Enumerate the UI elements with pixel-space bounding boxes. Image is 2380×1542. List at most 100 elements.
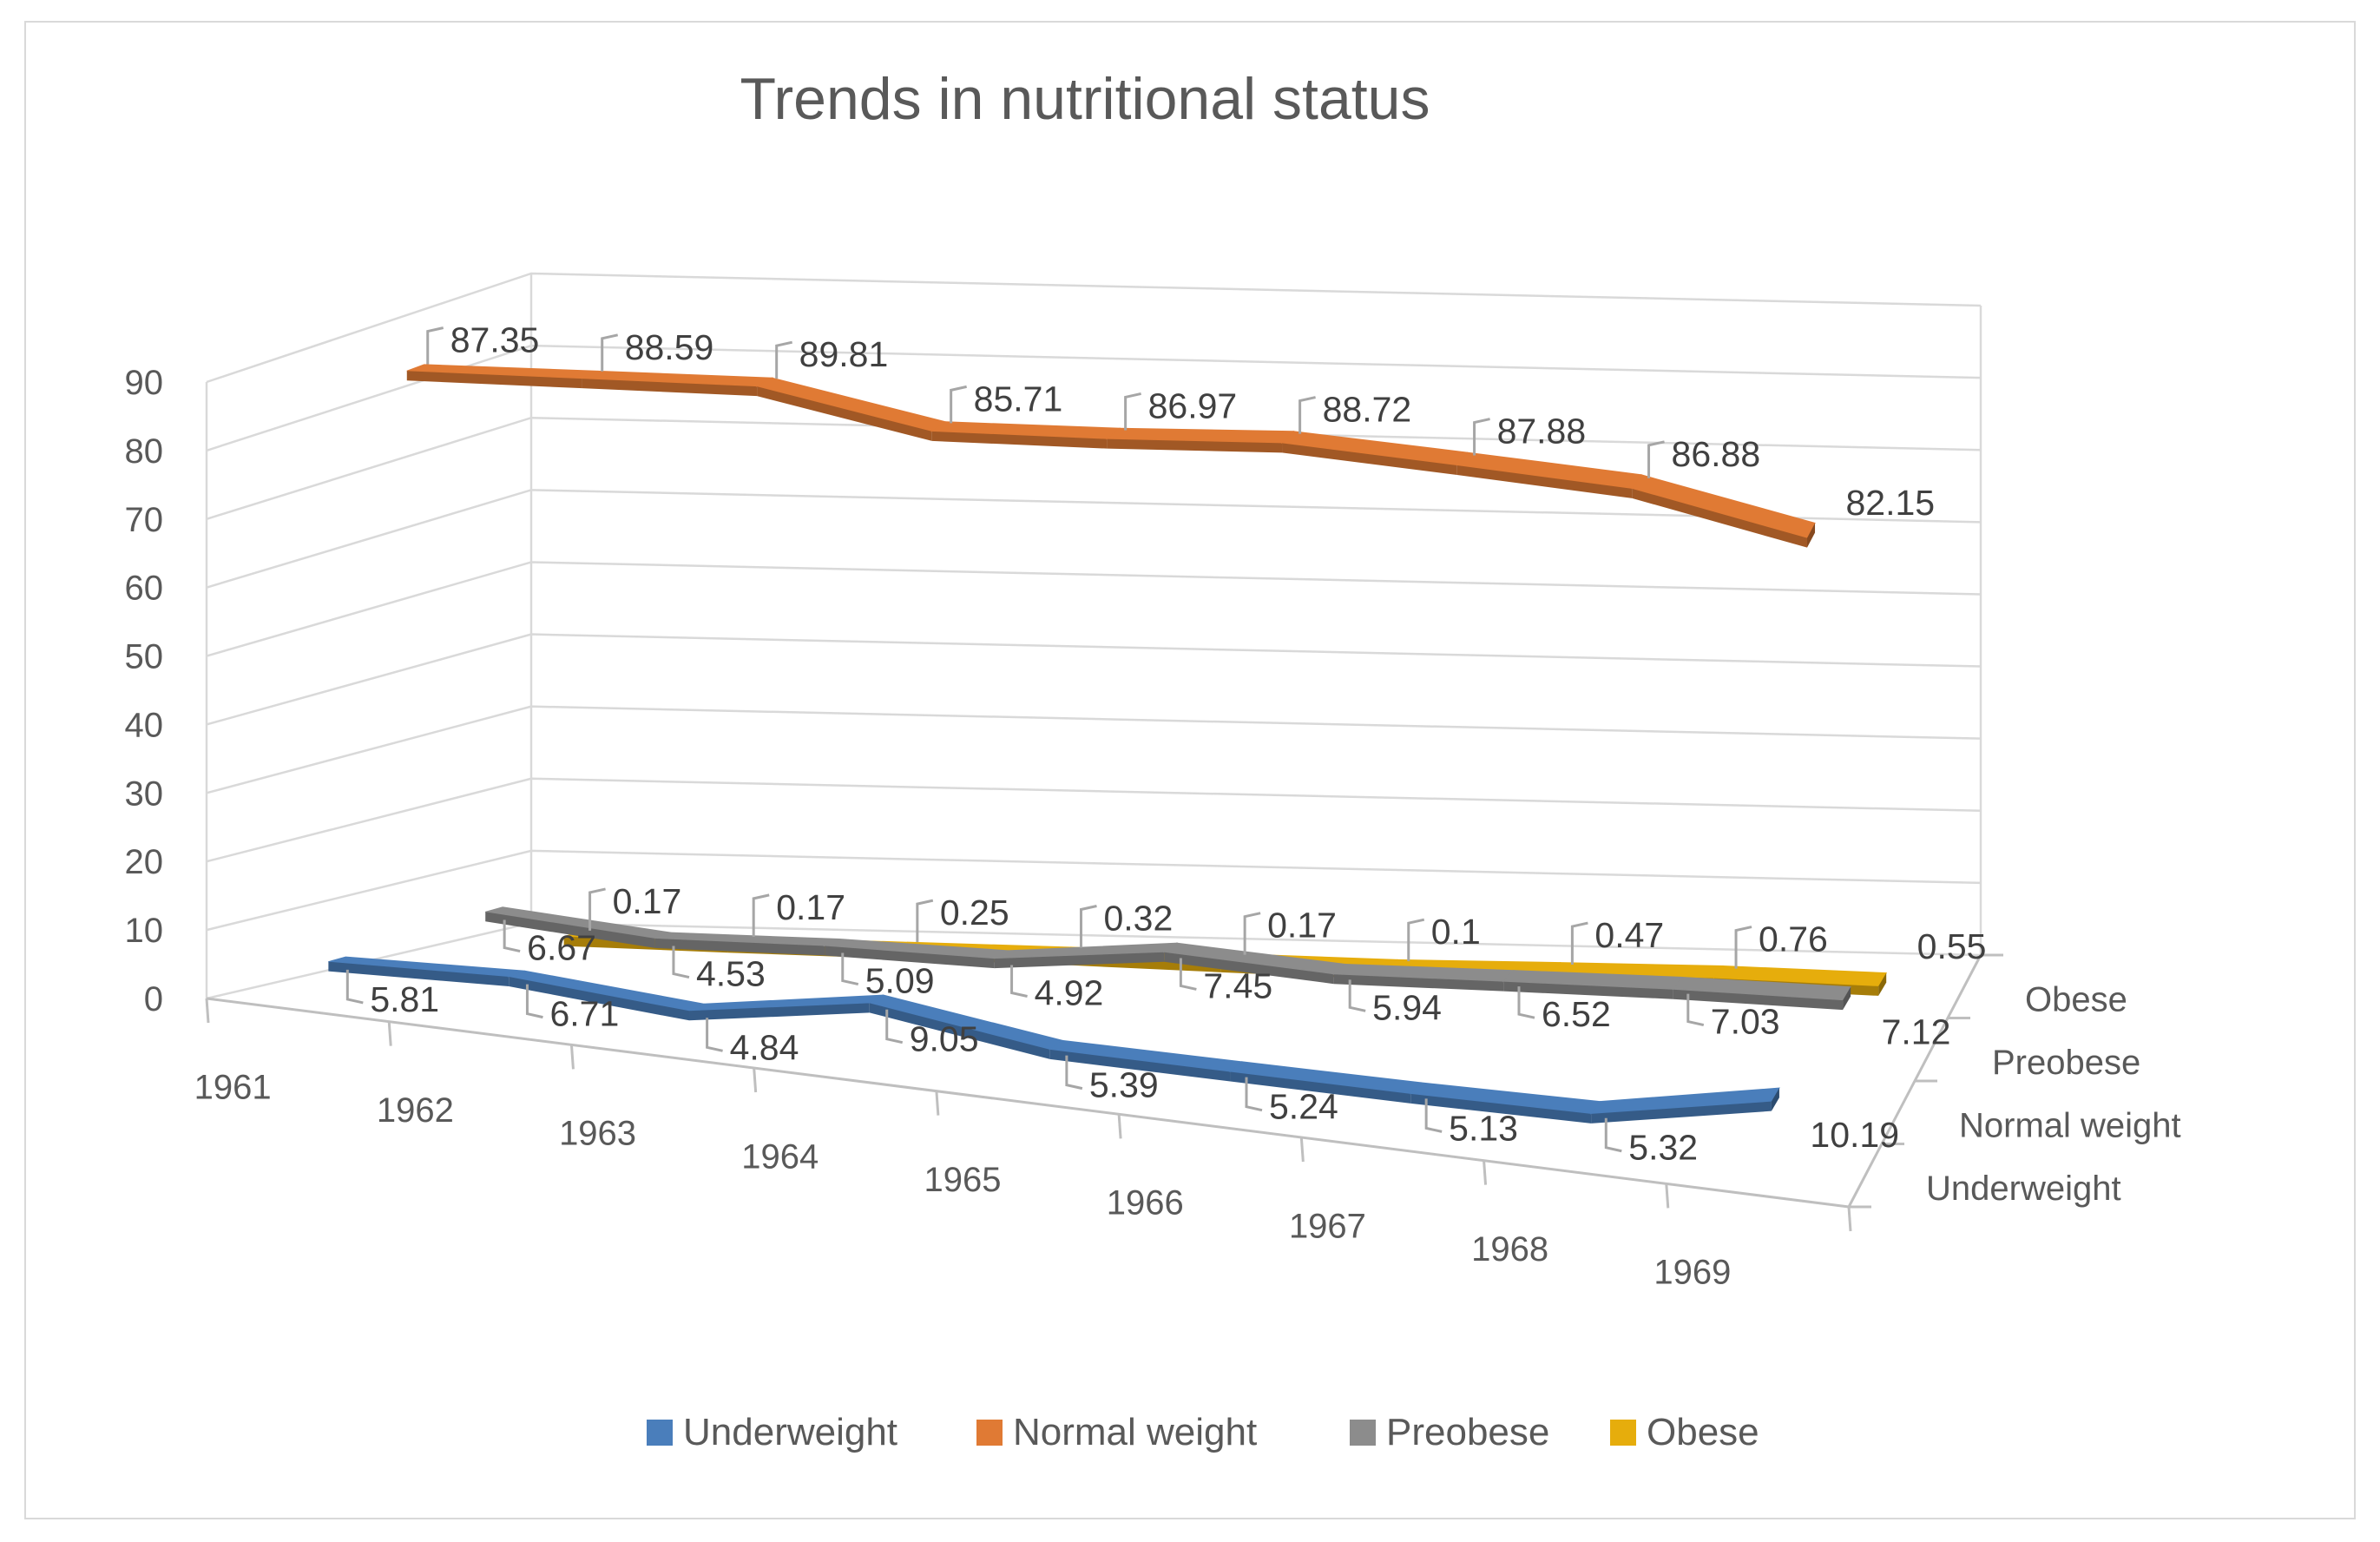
series-segment-edge xyxy=(1049,1049,1231,1082)
series-preobese xyxy=(485,906,1851,1011)
series-underweight xyxy=(328,956,1780,1124)
series-segment-edge xyxy=(689,1003,870,1021)
data-label-leader xyxy=(1179,958,1197,991)
data-label-leader xyxy=(1734,926,1752,969)
data-label-leader xyxy=(775,340,793,379)
data-label-leader xyxy=(1570,921,1588,965)
data-label: 0.17 xyxy=(776,887,845,927)
data-label-leader xyxy=(345,969,364,1005)
data-label-leader xyxy=(916,899,934,943)
x-tick-label: 1964 xyxy=(741,1137,819,1176)
legend-item-underweight[interactable]: Underweight xyxy=(647,1411,897,1453)
series-segment-edge xyxy=(1107,438,1283,453)
data-label: 6.71 xyxy=(549,994,619,1034)
series-segment-edge xyxy=(931,431,1108,449)
legend-label: Preobese xyxy=(1386,1411,1549,1453)
data-label: 5.32 xyxy=(1628,1128,1698,1168)
data-label-leader xyxy=(752,893,770,937)
gridline xyxy=(206,633,1982,726)
x-tick-label: 1965 xyxy=(924,1161,1002,1199)
series-segment-edge xyxy=(654,938,825,956)
legend-item-preobese[interactable]: Preobese xyxy=(1350,1411,1549,1453)
legend-item-normal-weight[interactable]: Normal weight xyxy=(976,1411,1257,1453)
data-label: 7.03 xyxy=(1711,1002,1780,1042)
series-segment-edge xyxy=(1164,952,1334,985)
series-segment-edge xyxy=(509,977,690,1021)
data-label-leader xyxy=(1647,440,1665,478)
data-label-leader xyxy=(1348,979,1366,1012)
data-label-leader xyxy=(706,1018,723,1052)
x-tick-mark xyxy=(1847,1206,1852,1232)
data-label-leader xyxy=(1124,392,1141,431)
depth-tick-label: Normal weight xyxy=(1959,1106,2181,1144)
axes: 0 10 20 30 40 50 60 70 80 90 1961 1962 1963 1964 1965 1… xyxy=(125,364,2181,1292)
series-segment-edge xyxy=(1673,989,1844,1011)
series-normal-weight xyxy=(406,364,1816,548)
series-segment-edge xyxy=(485,912,655,948)
x-tick-label: 1967 xyxy=(1289,1207,1366,1245)
legend-swatch xyxy=(1350,1420,1376,1446)
data-label: 5.13 xyxy=(1449,1108,1518,1148)
y-tick-label: 0 xyxy=(144,980,163,1018)
legend-swatch xyxy=(647,1420,673,1446)
y-tick-label: 90 xyxy=(125,364,164,402)
series-segment-edge xyxy=(582,379,758,397)
legend-swatch xyxy=(976,1420,1003,1446)
legend-label: Underweight xyxy=(683,1411,897,1453)
x-tick-label: 1969 xyxy=(1654,1254,1731,1292)
series-segment-edge xyxy=(869,1003,1050,1059)
data-label-leader xyxy=(1065,1055,1083,1091)
chart-title: Trends in nutritional status xyxy=(740,66,1430,132)
series-segment xyxy=(1631,474,1816,539)
gridline xyxy=(206,561,1982,657)
x-tick-mark xyxy=(1117,1114,1122,1139)
data-label: 0.25 xyxy=(940,893,1009,932)
data-label: 4.92 xyxy=(1035,973,1104,1013)
series-end-cap xyxy=(1771,1088,1779,1111)
data-label: 4.53 xyxy=(696,954,766,994)
series-end-cap xyxy=(1806,523,1816,548)
x-tick-mark xyxy=(1299,1137,1305,1163)
x-tick-mark xyxy=(387,1021,392,1046)
data-label: 7.12 xyxy=(1882,1012,1951,1051)
y-tick-label: 60 xyxy=(125,570,164,608)
legend-item-obese[interactable]: Obese xyxy=(1610,1411,1759,1453)
series-segment-edge xyxy=(328,961,510,987)
gridline xyxy=(206,849,1982,932)
data-label: 88.59 xyxy=(625,327,714,367)
y-tick-label: 80 xyxy=(125,432,164,471)
data-label: 85.71 xyxy=(974,379,1063,418)
data-label: 87.35 xyxy=(450,320,540,360)
data-label-leader xyxy=(1245,1077,1263,1112)
data-labels: 5.81 6.71 4.84 9.05 5.39 5.24 5.13 5.32 10.19 87.… xyxy=(345,320,1986,1168)
data-label-leader xyxy=(1604,1117,1622,1153)
data-label: 82.15 xyxy=(1846,483,1936,523)
x-tick-label: 1963 xyxy=(559,1115,636,1153)
series-ribbons xyxy=(328,364,1888,1124)
legend-label: Normal weight xyxy=(1013,1411,1257,1453)
data-label: 4.84 xyxy=(730,1027,799,1067)
data-label: 0.17 xyxy=(613,881,682,921)
series-segment-edge xyxy=(1410,1093,1592,1124)
gridlines xyxy=(205,272,1982,1000)
series-end-cap xyxy=(1843,986,1851,1011)
data-label: 6.52 xyxy=(1542,994,1611,1034)
y-tick-label: 50 xyxy=(125,638,164,676)
data-label-leader xyxy=(885,1009,904,1044)
data-label: 89.81 xyxy=(799,334,889,374)
series-segment-edge xyxy=(1456,465,1633,498)
data-label: 5.81 xyxy=(370,979,439,1019)
data-label-leader xyxy=(841,952,859,986)
series-segment-edge xyxy=(1591,1101,1772,1124)
data-label-leader xyxy=(1686,993,1705,1027)
data-label-leader xyxy=(426,326,444,365)
data-label-leader xyxy=(588,887,606,931)
series-segment-edge xyxy=(1632,488,1807,548)
series-segment-edge xyxy=(757,386,932,441)
x-tick-label: 1962 xyxy=(377,1091,454,1130)
x-tick-label: 1968 xyxy=(1471,1230,1548,1269)
data-label: 0.17 xyxy=(1267,906,1337,946)
y-tick-label: 70 xyxy=(125,501,164,539)
data-label-leader xyxy=(950,385,967,424)
